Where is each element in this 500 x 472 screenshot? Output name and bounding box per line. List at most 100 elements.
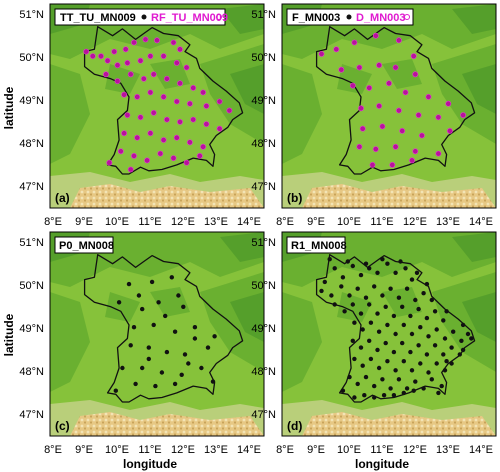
station-dot <box>367 338 372 343</box>
station-dot <box>412 71 419 78</box>
station-dot <box>121 130 127 137</box>
station-dot <box>363 295 369 300</box>
station-dot <box>140 75 147 82</box>
station-dot <box>147 89 154 96</box>
station-dot <box>157 150 164 157</box>
lon-tick: 11°E <box>138 216 161 228</box>
station-dot <box>134 94 141 100</box>
station-dot <box>120 365 125 371</box>
station-dot <box>144 157 150 164</box>
lat-ticks-top: 51°N 50°N 49°N 48°N 47°N <box>19 9 44 193</box>
station-dot <box>380 293 385 298</box>
station-dot <box>442 368 448 373</box>
station-dot <box>386 80 392 87</box>
station-dot <box>368 356 374 362</box>
lon-tick: 8°E <box>44 216 62 228</box>
station-dot <box>414 270 420 275</box>
station-dot <box>173 134 180 141</box>
station-dot <box>159 370 165 375</box>
station-dot <box>391 313 397 319</box>
station-dot <box>210 379 216 384</box>
station-dot <box>435 114 442 121</box>
station-dot <box>173 60 180 66</box>
station-dot <box>372 284 377 289</box>
station-dot <box>413 297 418 303</box>
station-dot <box>329 293 334 298</box>
lon-tick: 10°E <box>337 216 361 228</box>
station-dot <box>449 361 454 366</box>
station-dot <box>418 132 425 139</box>
station-dot <box>333 46 340 53</box>
station-dot <box>122 46 129 53</box>
station-dot <box>342 309 347 314</box>
station-dot <box>164 116 170 123</box>
station-dot <box>176 293 181 298</box>
station-dot <box>391 393 397 398</box>
station-dot <box>338 66 345 73</box>
lon-tick: 13°E <box>436 444 460 456</box>
station-dot <box>401 322 406 328</box>
station-dot <box>151 322 156 328</box>
station-dot <box>358 105 364 112</box>
station-dot <box>131 152 137 159</box>
station-dot <box>216 98 223 105</box>
station-dot <box>186 361 191 366</box>
station-dot <box>388 286 393 291</box>
station-dot <box>441 318 446 323</box>
station-dot <box>183 64 190 71</box>
station-dot <box>424 281 430 287</box>
station-dot <box>203 103 210 109</box>
station-dot <box>380 377 385 382</box>
lon-tick: 9°E <box>307 216 325 228</box>
lat-tick: 47°N <box>251 181 276 193</box>
station-dot <box>413 379 418 384</box>
station-dot <box>383 340 388 346</box>
lat-tick: 48°N <box>251 366 276 378</box>
station-dot <box>396 107 402 114</box>
station-dot <box>460 112 466 118</box>
station-dot <box>359 125 366 132</box>
lat-tick: 50°N <box>251 280 276 292</box>
lat-tick: 51°N <box>251 9 276 21</box>
station-dot <box>403 266 408 271</box>
station-dot <box>410 53 417 59</box>
station-dot <box>460 347 466 353</box>
station-dot <box>340 275 346 280</box>
x-axis-label-left: longitude <box>123 457 177 471</box>
lon-tick: 8°E <box>276 216 294 228</box>
station-dot <box>203 121 210 127</box>
lon-ticks-top-left: 8°E 9°E 10°E 11°E 12°E 13°E 14°E <box>44 216 261 228</box>
station-dot <box>424 315 430 321</box>
station-dot <box>164 75 170 82</box>
x-axis-label-right: longitude <box>355 457 409 471</box>
lon-tick: 8°E <box>44 444 62 456</box>
lon-tick: 14°E <box>469 216 493 228</box>
station-dot <box>199 365 204 371</box>
lat-tick: 51°N <box>251 237 276 249</box>
station-dot <box>196 152 203 159</box>
panel-label: (b) <box>287 191 302 205</box>
station-dot <box>445 100 452 107</box>
station-dot <box>226 107 233 114</box>
bavaria-border <box>83 26 244 175</box>
station-dot <box>367 302 372 307</box>
lat-tick: 47°N <box>19 181 44 193</box>
station-dot <box>380 257 385 262</box>
station-dot <box>332 302 337 307</box>
station-dot <box>400 340 405 346</box>
station-dot <box>432 343 438 348</box>
station-dot <box>396 295 402 300</box>
station-dot <box>124 112 131 118</box>
lon-tick: 9°E <box>75 444 93 456</box>
station-dot <box>385 261 390 266</box>
station-dot <box>160 137 167 143</box>
station-dot <box>372 32 379 39</box>
lat-tick: 49°N <box>19 323 44 335</box>
station-dot <box>114 78 121 84</box>
lon-tick: 11°E <box>138 444 161 456</box>
lon-tick: 12°E <box>171 216 195 228</box>
station-dot <box>177 119 183 125</box>
station-dot <box>352 356 357 362</box>
station-dot <box>358 345 364 350</box>
station-dot <box>318 51 325 57</box>
